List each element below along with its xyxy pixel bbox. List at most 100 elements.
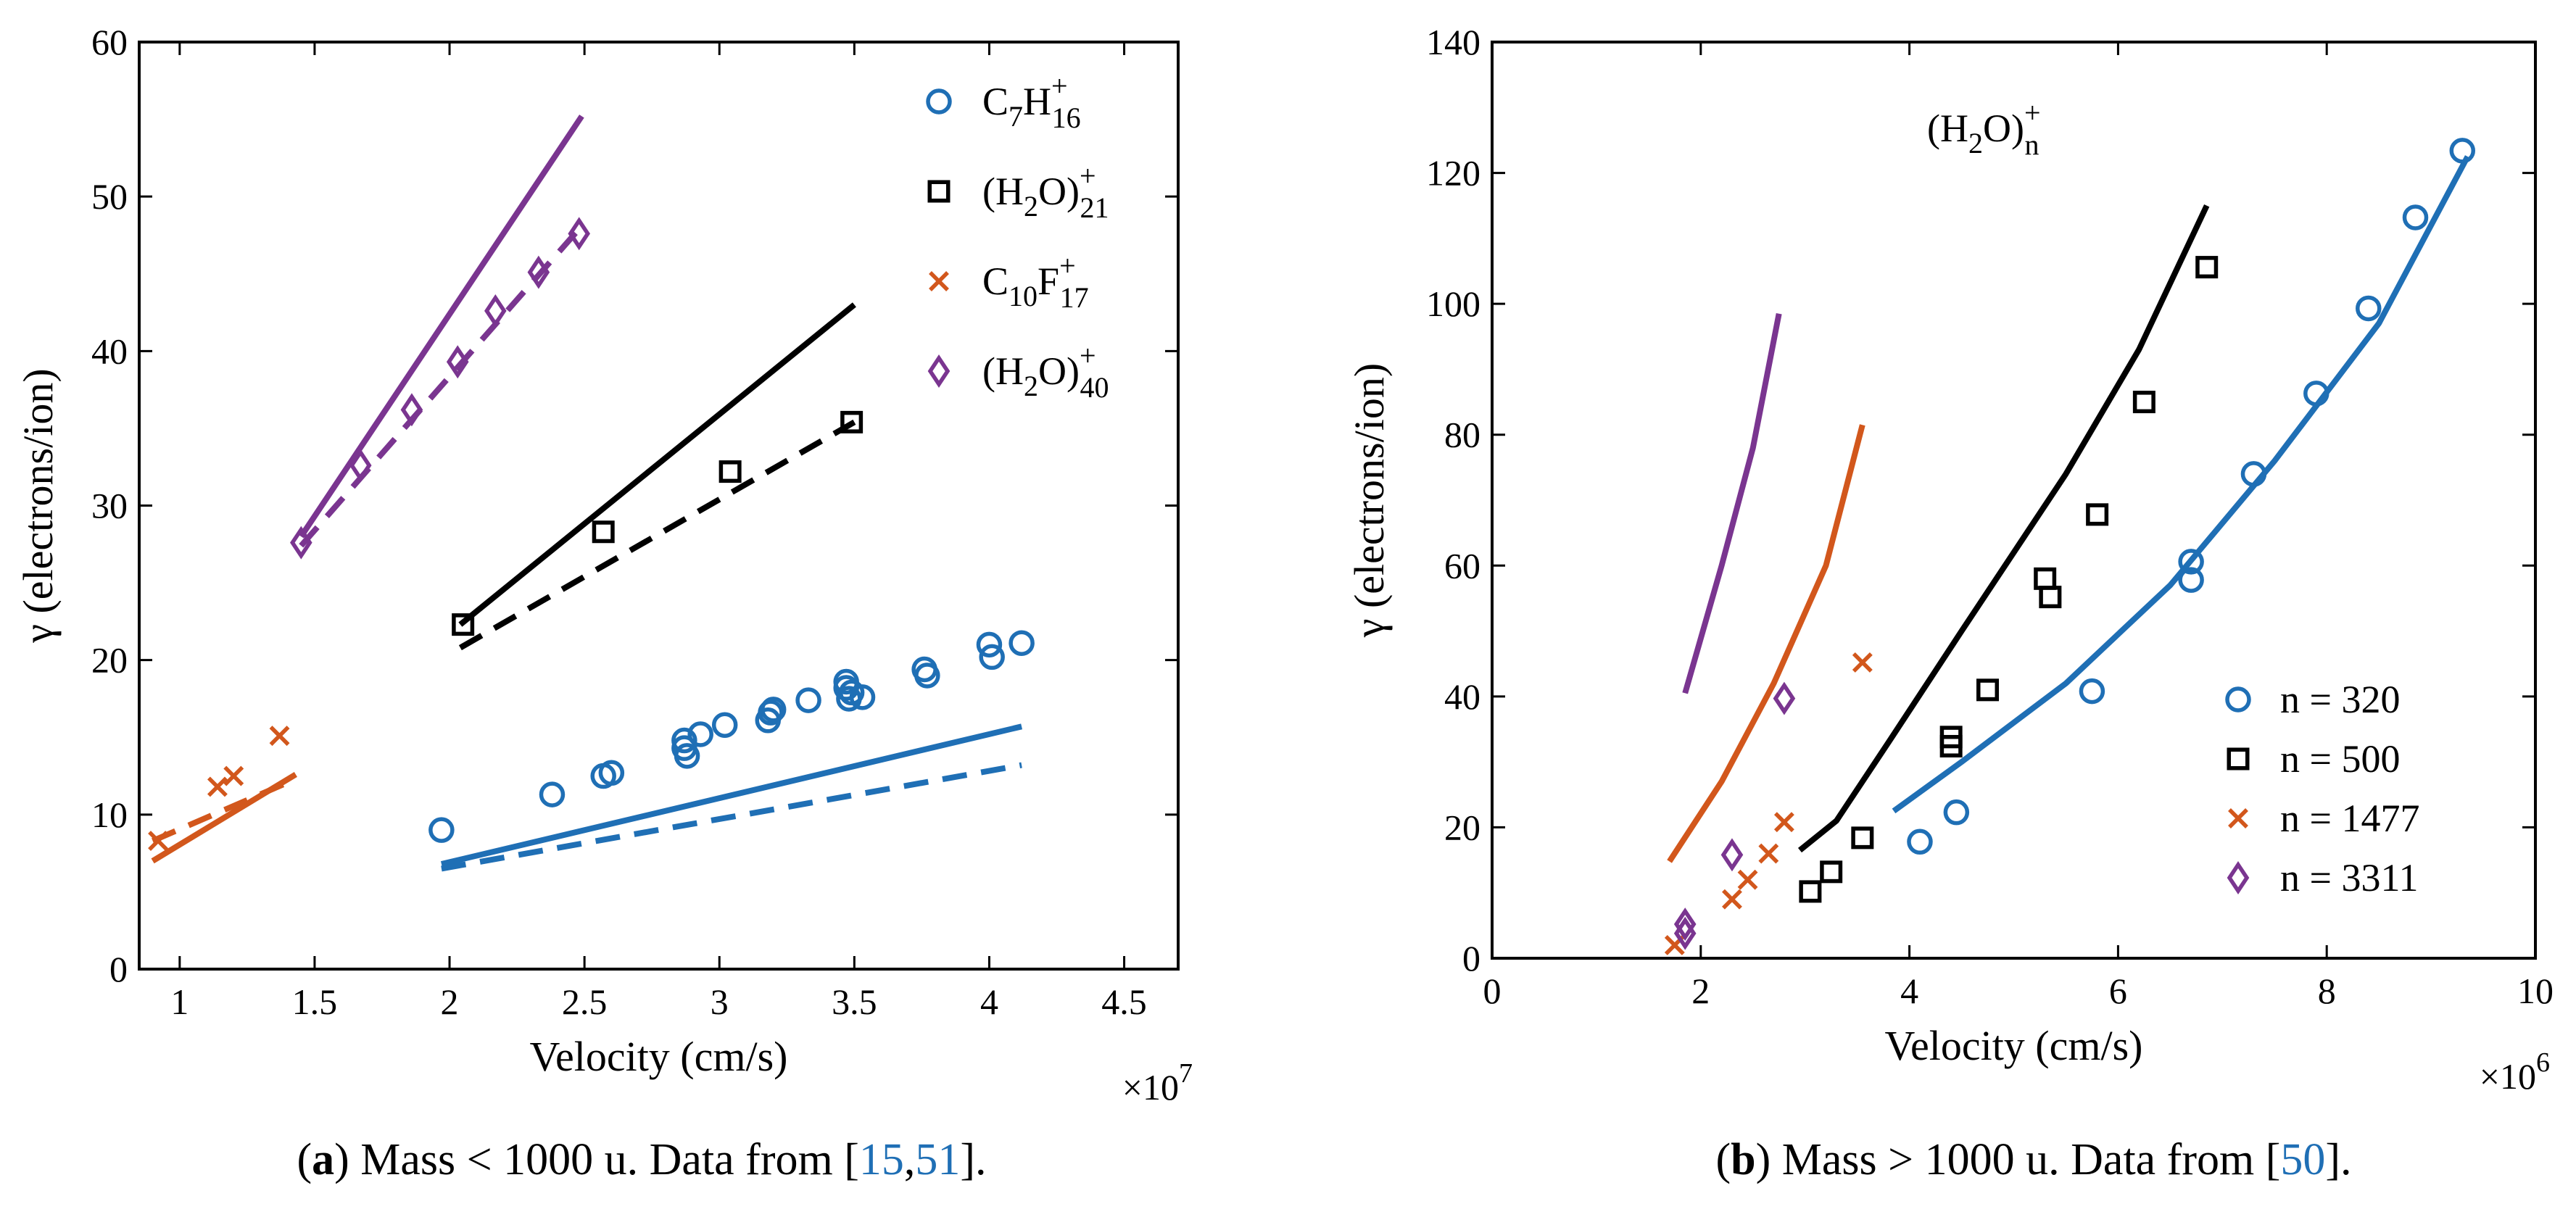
y-tick-label: 100: [1426, 283, 1480, 324]
y-tick-label: 120: [1426, 153, 1480, 194]
data-point: [979, 644, 1005, 670]
chart-panel-a: 1 1.5 2 2.5 3 3.5 4 4.5 0 10 20 30 40 50 60 Velocity (c…: [15, 22, 1193, 1184]
data-point: [400, 393, 423, 427]
data-point: [2356, 295, 2382, 322]
y-tick-label: 10: [91, 794, 128, 835]
data-point: [795, 687, 821, 713]
formula-subscript: 2: [1024, 190, 1038, 223]
x-tick-label: 1: [170, 981, 189, 1022]
data-point: [568, 217, 591, 251]
multiplier-exponent: 7: [1179, 1058, 1193, 1089]
data-point: [484, 294, 507, 328]
formula-part: (H: [982, 349, 1024, 393]
data-point: [446, 345, 469, 379]
x-multiplier: ×106: [2480, 1047, 2550, 1097]
data-point: [2034, 567, 2057, 590]
plot-area: [148, 115, 1035, 872]
legend-marker: [2228, 808, 2248, 828]
x-tick-label: 3.5: [832, 981, 877, 1022]
data-point: [2195, 256, 2219, 279]
x-tick-label: 8: [2318, 971, 2336, 1011]
data-point: [2086, 503, 2109, 526]
fit-line-dashed: [441, 762, 1022, 872]
data-point: [1758, 843, 1779, 864]
legend-marker: [2227, 747, 2250, 771]
fit-line: [1682, 312, 1782, 694]
x-tick-label: 6: [2109, 971, 2127, 1011]
data-point: [592, 520, 615, 544]
fit-line: [458, 302, 856, 627]
data-point: [1939, 726, 1963, 749]
series-diamond: [290, 217, 591, 560]
data-point: [2178, 549, 2204, 575]
formula-subscript: 16: [1052, 101, 1081, 134]
formula-superscript: +: [2024, 96, 2041, 129]
data-point: [207, 776, 228, 797]
formula-subscript: n: [2025, 128, 2039, 161]
legend-label: C7H+ 16: [982, 70, 1081, 134]
data-point: [849, 684, 876, 710]
series-diamond: [1673, 681, 1796, 950]
y-tick-label: 40: [91, 331, 128, 371]
fit-line: [440, 723, 1023, 867]
y-tick-label: 80: [1444, 415, 1480, 455]
data-point: [2132, 391, 2155, 414]
caption-paren: (: [1715, 1135, 1731, 1184]
caption-reference: 15: [859, 1135, 904, 1184]
data-point: [840, 410, 864, 433]
series-circle: [1907, 138, 2476, 855]
formula-superscript: +: [1080, 159, 1096, 192]
data-point: [1009, 630, 1035, 656]
y-tick-label: 0: [1462, 938, 1480, 979]
figure-caption: (a) Mass < 1000 u. Data from [15,51].: [297, 1135, 986, 1184]
plot-area: [1664, 138, 2476, 955]
y-tick-label: 30: [91, 486, 128, 526]
data-point: [1820, 860, 1843, 884]
data-point: [1722, 889, 1742, 910]
data-point: [223, 765, 244, 786]
formula-part: F: [1038, 259, 1059, 303]
data-point: [1943, 799, 1970, 826]
multiplier-exponent: 6: [2536, 1047, 2550, 1078]
formula-part: (H: [1927, 107, 1968, 150]
data-point: [598, 760, 625, 786]
caption-text: ].: [960, 1135, 986, 1184]
figure-caption: (b) Mass > 1000 u. Data from [50].: [1715, 1135, 2351, 1184]
data-point: [1737, 869, 1758, 890]
data-point: [1673, 907, 1697, 942]
caption-reference: 50: [2280, 1135, 2325, 1184]
data-point: [1907, 828, 1933, 855]
formula-subscript: 2: [1024, 370, 1038, 402]
data-point: [2402, 204, 2429, 230]
data-point: [758, 699, 784, 726]
x-tick-label: 4: [980, 981, 998, 1022]
fit-line: [1667, 424, 1865, 863]
caption-reference: 51: [915, 1135, 960, 1184]
x-tick-label: 1.5: [292, 981, 338, 1022]
legend-marker: [2225, 686, 2251, 713]
formula-part: (H: [982, 170, 1024, 213]
data-point: [674, 743, 700, 769]
y-tick-label: 60: [1444, 545, 1480, 586]
x-axis-label: Velocity (cm/s): [1885, 1022, 2143, 1069]
multiplier-base: ×10: [1122, 1067, 1179, 1108]
caption-letter: b: [1731, 1135, 1755, 1184]
data-point: [711, 712, 738, 738]
y-axis-label: γ (electrons/ion): [1346, 363, 1393, 638]
data-point: [718, 460, 742, 483]
formula-subscript: 17: [1060, 281, 1089, 314]
y-tick-label: 40: [1444, 676, 1480, 717]
data-point: [1976, 678, 2000, 702]
series-square: [452, 410, 864, 636]
data-point: [269, 726, 290, 747]
formula-part: O): [1983, 107, 2024, 150]
data-point: [428, 817, 455, 843]
x-tick-label: 2.5: [562, 981, 608, 1022]
caption-text: Mass < 1000 u. Data from [: [349, 1135, 859, 1184]
data-point: [1851, 826, 1874, 850]
multiplier-base: ×10: [2480, 1056, 2536, 1097]
data-point: [671, 727, 697, 754]
y-tick-label: 50: [91, 176, 128, 217]
fit-line-dashed: [152, 776, 297, 844]
